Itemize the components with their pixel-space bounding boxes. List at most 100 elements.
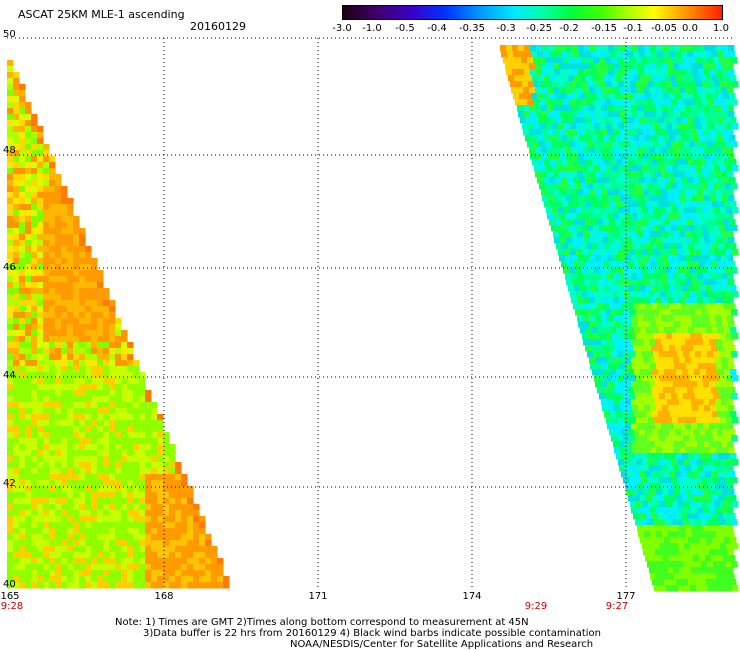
- wind-cell: [67, 444, 74, 451]
- wind-cell: [97, 486, 104, 493]
- wind-cell: [55, 558, 62, 565]
- wind-cell: [579, 93, 586, 100]
- wind-cell: [61, 468, 68, 475]
- wind-cell: [539, 57, 546, 64]
- wind-cell: [698, 195, 705, 202]
- wind-cell: [205, 540, 212, 547]
- wind-cell: [31, 228, 38, 235]
- wind-cell: [169, 516, 176, 523]
- wind-cell: [43, 564, 50, 571]
- wind-cell: [61, 582, 68, 589]
- wind-cell: [667, 381, 674, 388]
- wind-cell: [595, 87, 602, 94]
- wind-cell: [31, 540, 38, 547]
- wind-cell: [698, 279, 705, 286]
- wind-cell: [624, 291, 631, 298]
- wind-cell: [595, 339, 602, 346]
- wind-cell: [37, 552, 44, 559]
- wind-cell: [678, 123, 685, 130]
- wind-cell: [732, 165, 739, 172]
- wind-cell: [55, 546, 62, 553]
- wind-cell: [652, 579, 659, 586]
- wind-cell: [85, 540, 92, 547]
- wind-cell: [109, 462, 116, 469]
- wind-cell: [602, 279, 609, 286]
- wind-cell: [669, 303, 676, 310]
- wind-cell: [61, 420, 68, 427]
- wind-cell: [681, 555, 688, 562]
- wind-cell: [139, 540, 146, 547]
- wind-cell: [103, 516, 110, 523]
- wind-cell: [13, 84, 20, 91]
- wind-cell: [574, 285, 581, 292]
- wind-cell: [659, 99, 666, 106]
- wind-cell: [49, 186, 56, 193]
- wind-cell: [31, 174, 38, 181]
- wind-cell: [25, 486, 32, 493]
- wind-cell: [559, 63, 566, 70]
- wind-cell: [37, 570, 44, 577]
- wind-cell: [711, 345, 718, 352]
- wind-cell: [7, 276, 14, 283]
- wind-cell: [541, 129, 548, 136]
- wind-cell: [632, 489, 639, 496]
- wind-cell: [663, 135, 670, 142]
- wind-cell: [631, 315, 638, 322]
- wind-cell: [653, 309, 660, 316]
- wind-cell: [103, 510, 110, 517]
- wind-cell: [650, 153, 657, 160]
- wind-cell: [551, 141, 558, 148]
- wind-cell: [49, 450, 56, 457]
- wind-cell: [595, 297, 602, 304]
- wind-cell: [139, 552, 146, 559]
- wind-cell: [49, 240, 56, 247]
- wind-cell: [67, 378, 74, 385]
- wind-cell: [588, 207, 595, 214]
- wind-cell: [680, 405, 687, 412]
- wind-cell: [636, 81, 643, 88]
- wind-cell: [109, 336, 116, 343]
- wind-cell: [157, 504, 164, 511]
- lat-label: 48: [3, 145, 16, 156]
- wind-cell: [712, 369, 719, 376]
- wind-cell: [121, 516, 128, 523]
- wind-cell: [695, 309, 702, 316]
- wind-cell: [593, 57, 600, 64]
- wind-cell: [13, 222, 20, 229]
- wind-cell: [31, 276, 38, 283]
- wind-cell: [707, 183, 714, 190]
- wind-cell: [211, 570, 218, 577]
- wind-cell: [680, 321, 687, 328]
- wind-cell: [721, 63, 728, 70]
- wind-cell: [13, 540, 20, 547]
- wind-cell: [73, 432, 80, 439]
- wind-cell: [731, 99, 738, 106]
- wind-cell: [685, 129, 692, 136]
- wind-cell: [37, 360, 44, 367]
- wind-cell: [534, 165, 541, 172]
- wind-cell: [620, 363, 627, 370]
- wind-cell: [577, 87, 584, 94]
- wind-cell: [709, 213, 716, 220]
- wind-cell: [553, 129, 560, 136]
- wind-cell: [49, 306, 56, 313]
- wind-cell: [67, 240, 74, 247]
- wind-cell: [67, 528, 74, 535]
- wind-cell: [684, 123, 691, 130]
- wind-cell: [683, 435, 690, 442]
- wind-cell: [664, 75, 671, 82]
- wind-cell: [133, 384, 140, 391]
- wind-cell: [61, 540, 68, 547]
- wind-cell: [37, 522, 44, 529]
- wind-cell: [31, 138, 38, 145]
- wind-cell: [91, 324, 98, 331]
- product-date: 20160129: [190, 20, 246, 33]
- wind-cell: [545, 141, 552, 148]
- wind-cell: [37, 510, 44, 517]
- wind-cell: [630, 501, 637, 508]
- wind-cell: [73, 402, 80, 409]
- wind-cell: [25, 432, 32, 439]
- wind-cell: [663, 429, 670, 436]
- wind-cell: [637, 273, 644, 280]
- wind-cell: [682, 495, 689, 502]
